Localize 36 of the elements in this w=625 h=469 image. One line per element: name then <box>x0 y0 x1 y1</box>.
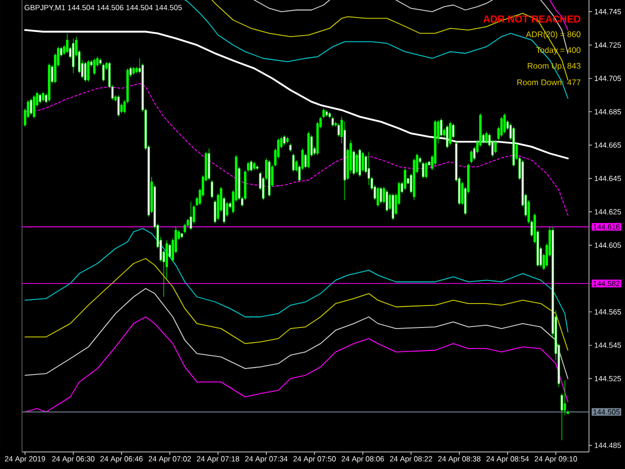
candlestick <box>500 116 503 138</box>
candlestick <box>422 161 424 179</box>
candlestick <box>424 161 428 179</box>
candlestick <box>503 113 506 134</box>
candlestick <box>564 380 566 416</box>
line-series <box>24 288 568 380</box>
candlestick <box>72 38 74 74</box>
line-series <box>24 316 568 412</box>
candlestick <box>392 193 394 220</box>
candlestick <box>362 151 364 172</box>
candlestick <box>404 168 406 190</box>
candlestick <box>117 94 120 118</box>
candlestick <box>30 98 32 116</box>
candlestick <box>376 186 380 208</box>
candlestick <box>485 131 488 144</box>
candlestick <box>283 134 286 146</box>
candlestick <box>42 91 44 102</box>
candlestick <box>337 123 340 138</box>
candlestick <box>93 58 96 76</box>
candlestick <box>386 190 388 212</box>
candlestick <box>470 150 473 164</box>
candlestick <box>250 160 252 172</box>
candlestick <box>356 153 358 174</box>
line-series <box>24 258 568 351</box>
candlestick <box>380 186 382 204</box>
candlestick <box>190 202 192 230</box>
candlestick <box>32 94 36 119</box>
candlestick <box>38 93 42 104</box>
candlestick <box>87 60 90 82</box>
candlestick <box>84 61 87 82</box>
candlestick <box>494 140 497 154</box>
candlestick <box>449 121 452 146</box>
candlestick <box>210 180 214 199</box>
candlestick <box>446 124 448 149</box>
candlestick <box>292 153 295 172</box>
line-series <box>24 228 568 332</box>
